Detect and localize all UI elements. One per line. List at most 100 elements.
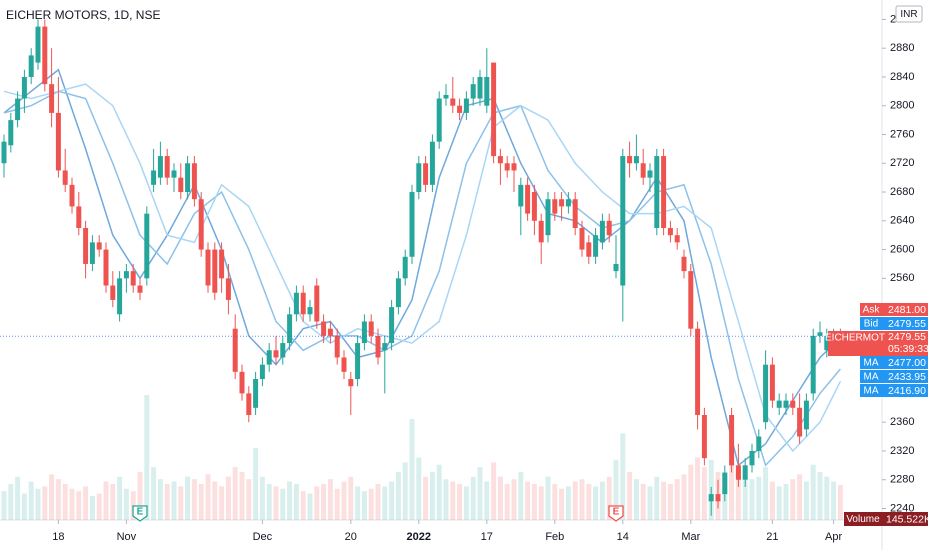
volume-bar (49, 474, 55, 520)
volume-bar (55, 479, 61, 520)
volume-bar (348, 476, 354, 520)
volume-bar (776, 486, 782, 520)
volume-bar (355, 486, 361, 520)
volume-bar (375, 483, 381, 520)
candle-body (579, 227, 585, 250)
ask-value: 2481.00 (888, 304, 926, 316)
ma2-name-box (860, 384, 882, 397)
candle-body (1, 141, 7, 164)
volume-name: Volume (846, 514, 880, 525)
y-tick-label: 2800 (890, 100, 914, 112)
candle-body (402, 256, 408, 279)
candle-body (151, 170, 157, 185)
axis-layer: 2920288028402800276027202680264026002560… (0, 13, 931, 543)
candle-body (321, 321, 327, 336)
candle-body (783, 400, 789, 408)
chart-title: EICHER MOTORS, 1D, NSE (6, 8, 160, 22)
candle-body (253, 379, 259, 408)
volume-bar (314, 486, 320, 520)
volume-bar (661, 481, 667, 520)
candle-body (389, 307, 395, 344)
candle-body (300, 292, 306, 315)
x-tick-label: 21 (766, 531, 778, 543)
candle-body (83, 227, 89, 264)
volume-bar (640, 483, 646, 520)
volume-bar (1, 491, 7, 520)
candle-body (599, 220, 605, 243)
volume-bar (287, 481, 293, 520)
candle-body (593, 235, 599, 257)
x-tick-label: Mar (681, 531, 700, 543)
candle-body (497, 156, 503, 164)
candle-body (620, 156, 626, 286)
volume-bar (83, 486, 89, 520)
candle-body (103, 249, 109, 286)
candle-body (749, 450, 755, 466)
candle-body (273, 350, 279, 358)
y-tick-label: 2560 (890, 272, 914, 284)
volume-bar (164, 483, 170, 520)
candle-body (463, 98, 469, 113)
candle-body (654, 156, 660, 228)
currency-box[interactable] (895, 5, 923, 23)
bid-name: Bid (864, 319, 878, 330)
candle-body (797, 407, 803, 437)
x-tick-label: 20 (345, 531, 357, 543)
candle-body (21, 76, 27, 99)
y-tick-label: 2240 (890, 502, 914, 514)
volume-bar (497, 476, 503, 520)
volume-bar (42, 486, 48, 520)
volume-bar (667, 483, 673, 520)
candle-body (511, 163, 517, 171)
candle-body (688, 271, 694, 329)
candle-body (633, 156, 639, 164)
volume-bar (293, 483, 299, 520)
currency[interactable]: INR (900, 9, 917, 20)
volume-bar (803, 481, 809, 520)
volume-bar (586, 483, 592, 520)
volume-bar (647, 486, 653, 520)
ask-value-box (882, 303, 928, 316)
volume-bar (103, 481, 109, 520)
volume-bar (151, 467, 157, 520)
candle-body (824, 335, 830, 351)
volume-value: 145.522K (886, 513, 931, 525)
candle-body (89, 242, 95, 264)
candle-body (586, 242, 592, 257)
candle-body (259, 364, 265, 380)
y-tick-label: 2640 (890, 215, 914, 227)
volume-bar (178, 486, 184, 520)
volume-bar (259, 476, 265, 520)
volume-bar (137, 471, 143, 520)
volume-bar (477, 467, 483, 520)
candle-body (191, 163, 197, 200)
volume-bar (110, 483, 116, 520)
candle-body (477, 76, 483, 99)
volume-bar (559, 488, 565, 520)
volume-bar (246, 479, 252, 520)
candle-body (246, 393, 252, 415)
volume-bar (450, 481, 456, 520)
volume-bar (457, 483, 463, 520)
candle-body (701, 414, 707, 459)
candle-body (266, 350, 272, 365)
ask-name: Ask (863, 305, 881, 316)
candle-body (416, 163, 422, 193)
volume-bar (790, 479, 796, 520)
candle-body (144, 213, 150, 279)
volume-bar (531, 483, 537, 520)
y-tick-label: 2600 (890, 243, 914, 255)
candle-body (185, 163, 191, 193)
volume-bar (654, 476, 660, 520)
volume-bar (395, 471, 401, 520)
candle-body (49, 84, 55, 113)
volume-bar (797, 474, 803, 520)
ma2-value-box (882, 384, 928, 397)
last-value: 2479.55 (888, 331, 926, 343)
volume-bar (117, 476, 123, 520)
candle-body (368, 321, 374, 336)
volume-bar (674, 479, 680, 520)
candle-body (15, 98, 21, 121)
volume-bar (76, 491, 82, 520)
x-tick-label: Dec (253, 531, 273, 543)
